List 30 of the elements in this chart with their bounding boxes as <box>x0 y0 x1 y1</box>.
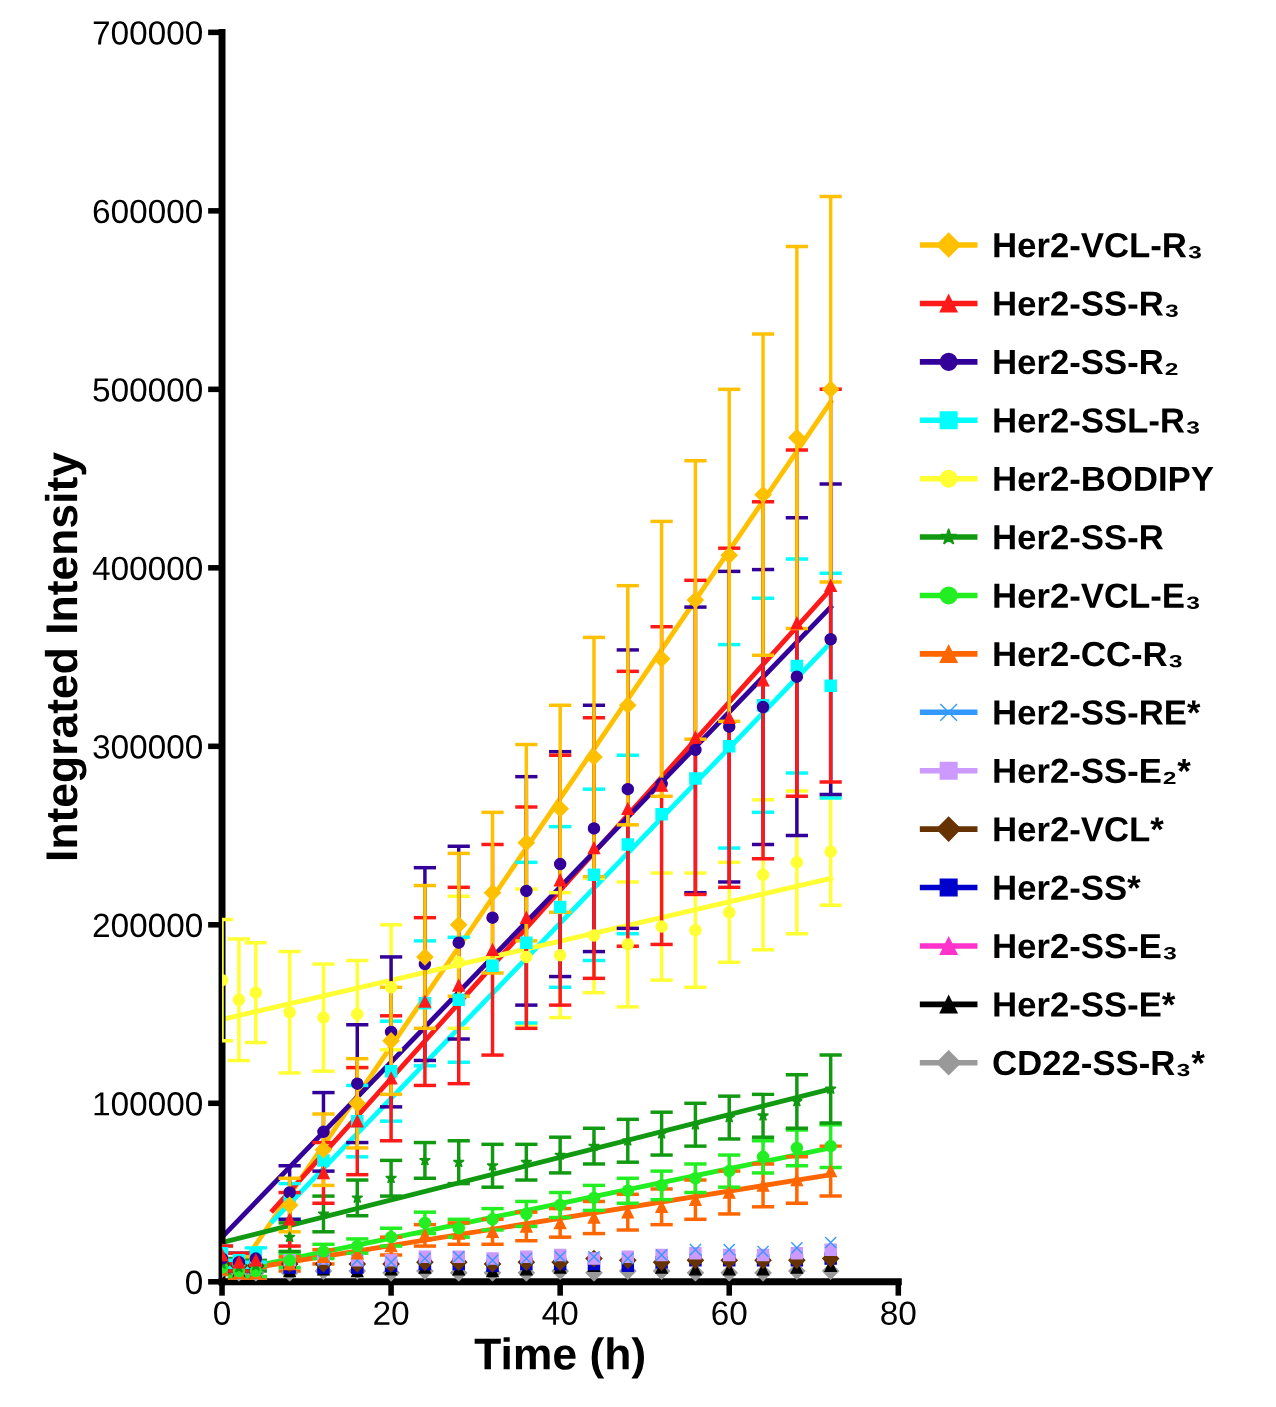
legend-label: CD22-SS-R₃* <box>993 1050 1205 1077</box>
legend-label: Her2-SS-E* <box>994 992 1176 1017</box>
legend-label: Her2-SS-RE* <box>994 700 1201 725</box>
y-tick-label: 0 <box>186 1270 202 1295</box>
legend-label: Her2-BODIPY <box>994 466 1214 492</box>
x-tick-label: 0 <box>214 1301 230 1326</box>
y-axis-title: Integrated Intensity <box>44 452 87 860</box>
x-tick-label: 80 <box>881 1301 916 1326</box>
legend-label: Her2-VCL-R₃ <box>994 232 1201 259</box>
y-tick-label: 100000 <box>94 1092 202 1116</box>
legend-label: Her2-VCL-E₃ <box>994 583 1199 609</box>
x-tick-label: 20 <box>374 1301 409 1326</box>
y-tick-label: 700000 <box>93 21 202 45</box>
legend-label: Her2-SS* <box>994 875 1141 901</box>
legend-label: Her2-SS-R₂ <box>994 349 1178 376</box>
legend-label: Her2-SS-R₃ <box>994 291 1178 317</box>
y-tick-label: 200000 <box>93 913 202 938</box>
legend-label: Her2-VCL* <box>994 817 1164 842</box>
x-axis-title: Time (h) <box>474 1337 644 1379</box>
legend-label: Her2-SS-R <box>994 524 1164 550</box>
y-tick-label: 300000 <box>93 735 202 759</box>
x-tick-label: 40 <box>542 1301 578 1326</box>
legend-label: Her2-SS-E₃ <box>994 933 1176 960</box>
legend-label: Her2-CC-R₃ <box>994 641 1182 668</box>
x-tick-label: 60 <box>712 1301 747 1326</box>
y-tick-label: 500000 <box>93 378 202 402</box>
y-tick-label: 600000 <box>93 199 202 224</box>
legend-label: Her2-SSL-R₃ <box>994 408 1199 434</box>
legend-label: Her2-SS-E₂* <box>994 758 1191 784</box>
y-tick-label: 400000 <box>92 556 202 581</box>
